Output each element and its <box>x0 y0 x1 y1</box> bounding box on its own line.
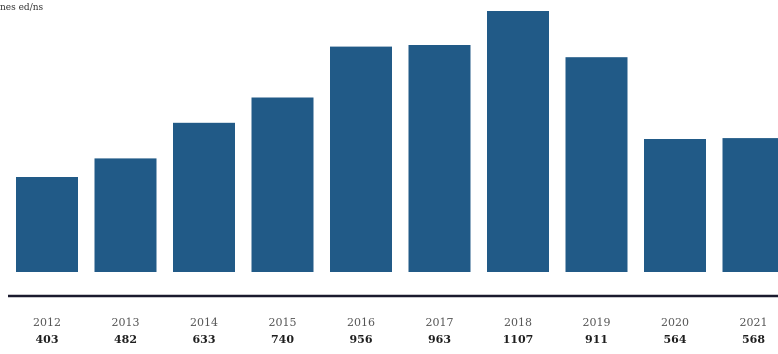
year-label-2014: 2014 <box>190 316 218 329</box>
bars-group <box>16 11 778 273</box>
year-label-2012: 2012 <box>33 316 61 329</box>
bar-2016 <box>330 46 392 272</box>
labels-group: 2012 403 2013 482 2014 633 2015 740 2016 956 2017 9… <box>33 316 768 346</box>
value-label-2018: 1107 <box>503 333 534 346</box>
value-label-2019: 911 <box>585 333 608 346</box>
value-label-2015: 740 <box>271 333 294 346</box>
bar-2021 <box>722 138 778 272</box>
value-label-2016: 956 <box>350 333 373 346</box>
year-label-2018: 2018 <box>504 316 532 329</box>
value-label-2012: 403 <box>36 333 59 346</box>
value-label-2013: 482 <box>114 333 137 346</box>
year-label-2021: 2021 <box>740 316 768 329</box>
bar-2013 <box>94 158 157 272</box>
value-label-2020: 564 <box>664 333 687 346</box>
bar-2018 <box>487 11 549 272</box>
value-label-2017: 963 <box>428 333 451 346</box>
value-label-2014: 633 <box>193 333 216 346</box>
year-label-2019: 2019 <box>583 316 611 329</box>
bar-2017 <box>408 45 471 272</box>
bar-2020 <box>644 139 706 272</box>
bar-2015 <box>251 97 314 272</box>
bar-2019 <box>565 57 628 273</box>
year-label-2013: 2013 <box>112 316 140 329</box>
bar-2012 <box>16 177 78 272</box>
corner-label: nes ed/ns <box>0 3 44 13</box>
year-label-2020: 2020 <box>661 316 689 329</box>
year-label-2017: 2017 <box>426 316 454 329</box>
value-label-2021: 568 <box>742 333 765 346</box>
year-label-2016: 2016 <box>347 316 375 329</box>
bar-2014 <box>173 122 235 272</box>
year-label-2015: 2015 <box>269 316 297 329</box>
